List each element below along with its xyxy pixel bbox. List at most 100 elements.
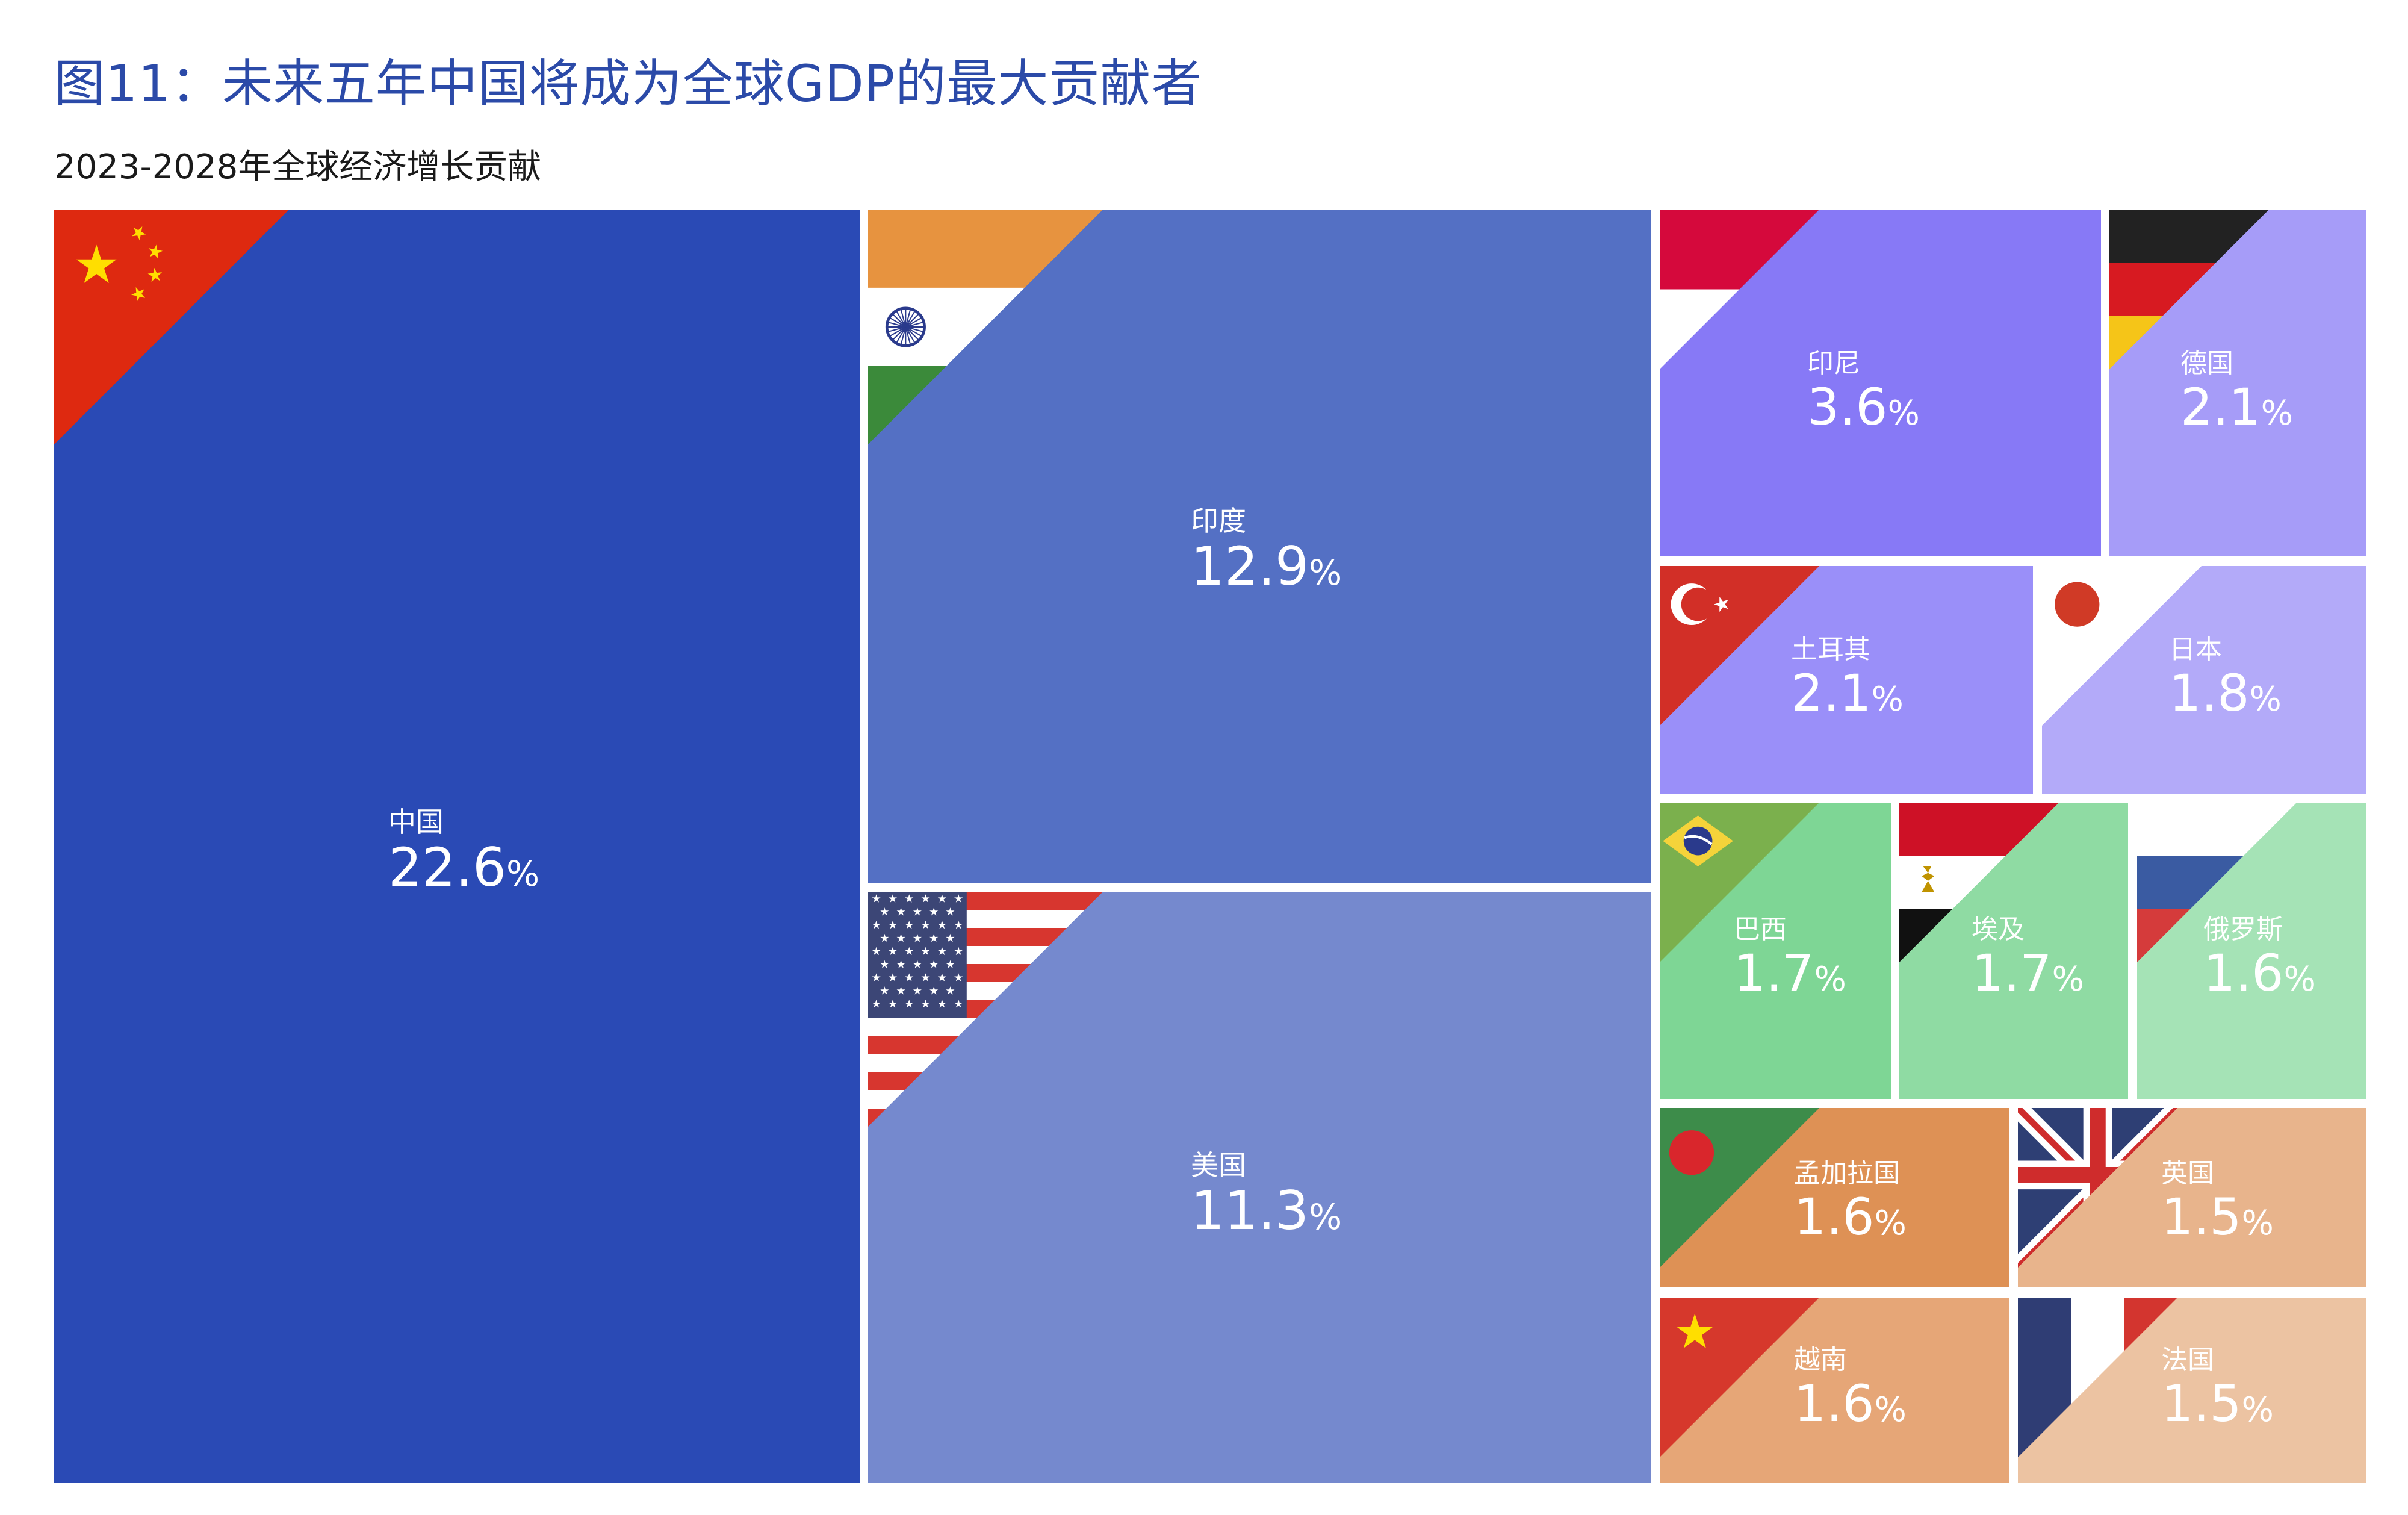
tile-label-usa: 美国 11.3%: [1191, 1150, 1342, 1237]
tile-country-name: 日本: [2169, 634, 2222, 665]
tile-value-percent-sign: %: [2052, 960, 2084, 1000]
tile-value: 1.5%: [2161, 1378, 2274, 1429]
treemap-tile-uk: 英国 1.5%: [2018, 1108, 2366, 1287]
france-flag-icon: [2018, 1298, 2177, 1457]
tile-label-indonesia: 印尼 3.6%: [1807, 349, 1920, 432]
tile-value-percent-sign: %: [2261, 394, 2293, 434]
bangladesh-flag-icon: [1660, 1108, 1819, 1268]
tile-value: 2.1%: [1791, 668, 1904, 718]
tile-value: 12.9%: [1191, 540, 1342, 593]
tile-country-name: 埃及: [1972, 914, 2025, 945]
vietnam-flag-icon: [1660, 1298, 1819, 1457]
treemap-tile-japan: 日本 1.8%: [2042, 566, 2366, 794]
tile-value-number: 12.9: [1191, 535, 1309, 597]
tile-country-name: 越南: [1794, 1345, 1847, 1375]
tile-label-china: 中国 22.6%: [388, 807, 539, 894]
tile-value-number: 3.6: [1807, 378, 1888, 437]
tile-value-percent-sign: %: [2241, 1390, 2274, 1430]
tile-value-number: 2.1: [1791, 664, 1872, 723]
tile-country-name: 土耳其: [1791, 634, 1870, 665]
tile-label-japan: 日本 1.8%: [2169, 635, 2282, 718]
treemap-tile-usa: 美国 11.3%: [868, 892, 1651, 1483]
tile-country-name: 巴西: [1734, 914, 1787, 945]
egypt-flag-icon: [1899, 803, 2059, 962]
tile-value-number: 1.5: [2161, 1187, 2242, 1247]
indonesia-flag-icon: [1660, 210, 1819, 369]
india-flag-icon: [868, 210, 1103, 444]
tile-country-name: 印尼: [1807, 348, 1860, 379]
treemap-tile-egypt: 埃及 1.7%: [1899, 803, 2128, 1099]
tile-label-vietnam: 越南 1.6%: [1794, 1345, 1907, 1429]
tile-label-egypt: 埃及 1.7%: [1972, 915, 2084, 998]
tile-country-name: 中国: [388, 806, 444, 838]
tile-value: 22.6%: [388, 841, 539, 894]
treemap-tile-france: 法国 1.5%: [2018, 1298, 2366, 1483]
tile-value: 1.5%: [2161, 1192, 2274, 1242]
tile-value-percent-sign: %: [2241, 1204, 2274, 1243]
tile-value-number: 1.7: [1734, 944, 1814, 1003]
tile-country-name: 孟加拉国: [1794, 1158, 1900, 1189]
tile-label-india: 印度 12.9%: [1191, 506, 1342, 593]
tile-value-number: 1.6: [1794, 1187, 1875, 1247]
tile-country-name: 美国: [1191, 1149, 1246, 1181]
germany-flag-icon: [2109, 210, 2269, 369]
treemap-tile-bangladesh: 孟加拉国 1.6%: [1660, 1108, 2009, 1287]
turkey-flag-icon: [1660, 566, 1819, 726]
usa-flag-icon: [868, 892, 1103, 1127]
tile-label-germany: 德国 2.1%: [2180, 349, 2293, 432]
tile-value-percent-sign: %: [1871, 680, 1904, 720]
tile-value-percent-sign: %: [506, 853, 540, 894]
tile-country-name: 印度: [1191, 505, 1246, 537]
tile-value: 1.6%: [1794, 1378, 1907, 1429]
tile-value-percent-sign: %: [1874, 1390, 1907, 1430]
tile-label-france: 法国 1.5%: [2161, 1345, 2274, 1429]
brazil-flag-icon: [1660, 803, 1819, 962]
tile-label-brazil: 巴西 1.7%: [1734, 915, 1846, 998]
tile-value: 1.6%: [2203, 948, 2316, 998]
tile-label-uk: 英国 1.5%: [2161, 1159, 2274, 1242]
tile-value-number: 22.6: [388, 836, 506, 898]
treemap-tile-vietnam: 越南 1.6%: [1660, 1298, 2009, 1483]
treemap-tile-brazil: 巴西 1.7%: [1660, 803, 1891, 1099]
tile-value-percent-sign: %: [2283, 960, 2316, 1000]
tile-country-name: 英国: [2161, 1158, 2214, 1189]
tile-value-number: 1.5: [2161, 1374, 2242, 1434]
treemap-tile-russia: 俄罗斯 1.6%: [2137, 803, 2366, 1099]
tile-value-number: 1.6: [1794, 1374, 1875, 1434]
tile-value: 3.6%: [1807, 382, 1920, 432]
tile-value-number: 2.1: [2180, 378, 2261, 437]
tile-label-bangladesh: 孟加拉国 1.6%: [1794, 1159, 1907, 1242]
tile-label-russia: 俄罗斯 1.6%: [2203, 915, 2316, 998]
japan-flag-icon: [2042, 566, 2202, 726]
treemap-tile-indonesia: 印尼 3.6%: [1660, 210, 2101, 556]
tile-value: 1.7%: [1734, 948, 1846, 998]
tile-value: 11.3%: [1191, 1184, 1342, 1237]
uk-flag-icon: [2018, 1108, 2177, 1268]
tile-value-percent-sign: %: [1308, 552, 1342, 593]
tile-value: 1.6%: [1794, 1192, 1907, 1242]
tile-country-name: 德国: [2180, 348, 2233, 379]
tile-value: 1.7%: [1972, 948, 2084, 998]
tile-label-turkey: 土耳其 2.1%: [1791, 635, 1904, 718]
tile-value-number: 11.3: [1191, 1179, 1309, 1242]
tile-value-number: 1.7: [1972, 944, 2052, 1003]
tile-country-name: 俄罗斯: [2203, 914, 2283, 945]
treemap-tile-turkey: 土耳其 2.1%: [1660, 566, 2033, 794]
chart-subtitle: 2023-2028年全球经济增长贡献: [54, 148, 542, 187]
treemap-tile-germany: 德国 2.1%: [2109, 210, 2366, 556]
tile-value-percent-sign: %: [1874, 1204, 1907, 1243]
treemap-tile-china: 中国 22.6%: [54, 210, 860, 1483]
treemap-tile-india: 印度 12.9%: [868, 210, 1651, 883]
tile-value-number: 1.8: [2169, 664, 2250, 723]
tile-value: 1.8%: [2169, 668, 2282, 718]
tile-value-percent-sign: %: [1814, 960, 1846, 1000]
china-flag-icon: [54, 210, 289, 444]
tile-value-percent-sign: %: [1887, 394, 1920, 434]
tile-value-percent-sign: %: [1308, 1196, 1342, 1237]
tile-value-number: 1.6: [2203, 944, 2284, 1003]
chart-title: 图11：未来五年中国将成为全球GDP的最大贡献者: [54, 54, 1203, 113]
tile-value-percent-sign: %: [2249, 680, 2282, 720]
tile-value: 2.1%: [2180, 382, 2293, 432]
russia-flag-icon: [2137, 803, 2297, 962]
